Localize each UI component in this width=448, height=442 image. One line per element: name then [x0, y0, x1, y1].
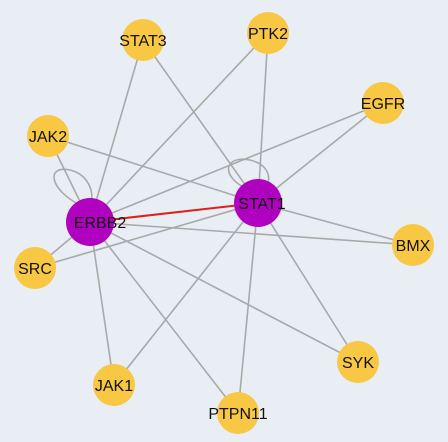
node: [337, 341, 379, 383]
node-label: SRC: [18, 261, 52, 278]
node: [362, 82, 404, 124]
node-label: JAK2: [29, 129, 67, 146]
node-label: SYK: [342, 355, 374, 372]
node: [122, 19, 164, 61]
node: [66, 198, 114, 246]
node: [217, 392, 259, 434]
edge: [89, 39, 144, 223]
node-label: STAT3: [119, 33, 167, 50]
edge: [257, 202, 414, 246]
node: [93, 364, 135, 406]
edge: [257, 32, 269, 204]
edge: [47, 135, 259, 204]
edge-highlight: [89, 202, 259, 223]
labels: STAT3 PTK2 EGFR JAK2 ERBB2 STAT1 BMX SRC…: [18, 26, 431, 423]
node-label: ERBB2: [74, 215, 127, 232]
node-label: PTK2: [248, 26, 288, 43]
edge: [89, 221, 359, 363]
edge: [89, 102, 384, 223]
node: [247, 12, 289, 54]
edge: [89, 221, 414, 246]
edges: [34, 32, 414, 414]
node-label: JAK1: [95, 378, 133, 395]
node: [14, 247, 56, 289]
nodes: [14, 12, 434, 434]
node-label: PTPN11: [208, 406, 267, 423]
edge: [142, 39, 259, 204]
node: [392, 224, 434, 266]
edge: [89, 221, 239, 414]
edge: [237, 202, 259, 414]
self-loop: [53, 168, 93, 206]
edge: [34, 202, 259, 269]
self-loop: [227, 158, 270, 189]
node-label: STAT1: [238, 196, 286, 213]
edge: [113, 202, 259, 386]
node-label: EGFR: [361, 96, 405, 113]
edge: [89, 221, 115, 386]
edge: [89, 32, 269, 223]
edge: [257, 202, 359, 363]
node: [27, 115, 69, 157]
node: [234, 179, 282, 227]
node-label: BMX: [396, 238, 431, 255]
edge: [257, 102, 384, 204]
